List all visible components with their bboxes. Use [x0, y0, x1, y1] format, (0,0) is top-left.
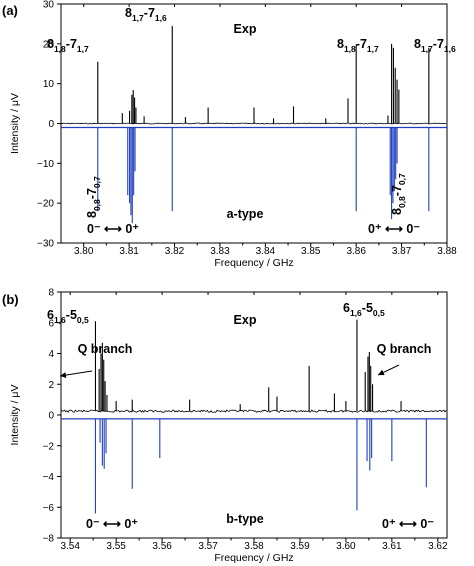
label-subscript: 0,8 [92, 199, 102, 211]
label-subscript: 1,7 [367, 44, 379, 54]
label-main: -5 [66, 308, 77, 322]
transition-label-l6: 80,8-70,7 [390, 173, 407, 215]
transition-label-l2: 61,6-50,5 [343, 301, 385, 318]
label-main: -7 [85, 188, 99, 199]
label-main: -7 [66, 37, 77, 51]
x-tick-label: 3.62 [428, 541, 448, 552]
y-tick-label: −30 [37, 239, 54, 250]
x-tick-label: 3.55 [106, 541, 126, 552]
q-branch-arrow [59, 370, 93, 379]
x-tick-label: 3.84 [256, 246, 276, 257]
label-subscript: 1,7 [77, 44, 89, 54]
y-tick-label: 30 [43, 0, 55, 11]
y-tick-label: 0 [48, 411, 54, 422]
x-tick-label: 3.88 [437, 246, 457, 257]
label-subscript: 1,7 [421, 44, 433, 54]
annotation-trace: a-type [227, 207, 264, 221]
x-tick-label: 3.80 [74, 246, 94, 257]
annotation-exp: Exp [234, 313, 257, 327]
y-axis-label: Intensity / μV [9, 385, 21, 446]
y-tick-label: −10 [37, 159, 54, 170]
label-main: 8 [125, 6, 132, 20]
label-subscript: 1,6 [444, 44, 456, 54]
x-tick-label: 3.61 [382, 541, 402, 552]
x-tick-label: 3.56 [152, 541, 172, 552]
label-subscript: 0,7 [397, 173, 407, 185]
y-tick-label: 8 [48, 288, 54, 299]
label-subscript: 1,6 [350, 308, 362, 318]
label-main: 6 [343, 301, 350, 315]
annotation-trace: b-type [226, 512, 264, 526]
x-tick-label: 3.57 [198, 541, 218, 552]
y-tick-label: 0 [48, 119, 54, 130]
y-tick-label: 2 [48, 380, 54, 391]
label-main: 8 [85, 211, 99, 218]
annotation-s2: 0⁺ ⟷ 0⁻ [368, 222, 420, 236]
y-tick-label: −2 [43, 441, 55, 452]
label-main: -7 [356, 37, 367, 51]
label-main: 8 [47, 37, 54, 51]
exp-noise-baseline [60, 409, 447, 413]
label-main: -5 [362, 301, 373, 315]
label-subscript: 0,5 [77, 315, 89, 325]
exp-noise-baseline [60, 122, 447, 125]
x-tick-label: 3.82 [165, 246, 185, 257]
label-subscript: 1,8 [54, 44, 66, 54]
plot-frame [60, 291, 448, 539]
transition-label-l3: 81,8-71,7 [337, 37, 379, 54]
y-axis-label: Intensity / μV [9, 93, 21, 154]
label-subscript: 1,6 [54, 315, 66, 325]
x-tick-label: 3.83 [210, 246, 230, 257]
label-main: -7 [390, 185, 404, 196]
transition-label-l2: 81,7-71,6 [125, 6, 167, 23]
label-main: -7 [433, 37, 444, 51]
y-tick-label: 4 [48, 349, 54, 360]
transition-label-l5: 80,8-70,7 [85, 176, 102, 218]
annotation-exp: Exp [234, 22, 257, 36]
x-axis-label: Frequency / GHz [214, 257, 293, 269]
label-main: 8 [390, 208, 404, 215]
label-main: 6 [47, 308, 54, 322]
transition-label-l1: 61,6-50,5 [47, 308, 89, 325]
label-main: -7 [144, 6, 155, 20]
label-subscript: 1,7 [132, 13, 144, 23]
y-tick-label: −20 [37, 199, 54, 210]
x-axis-label: Frequency / GHz [214, 552, 293, 564]
x-tick-label: 3.86 [346, 246, 366, 257]
transition-label-l4: 81,7-71,6 [414, 37, 456, 54]
label-subscript: 0,7 [92, 176, 102, 188]
label-subscript: 1,8 [344, 44, 356, 54]
label-subscript: 0,8 [397, 196, 407, 208]
annotation-q1: Q branch [78, 342, 133, 356]
x-tick-label: 3.59 [290, 541, 310, 552]
label-main: 8 [414, 37, 421, 51]
y-tick-label: −4 [43, 472, 55, 483]
annotation-q2: Q branch [377, 342, 432, 356]
y-tick-label: 10 [43, 79, 55, 90]
y-tick-label: 6 [48, 318, 54, 329]
panel-label: (a) [2, 3, 18, 18]
annotation-s1: 0⁻ ⟷ 0⁺ [87, 222, 139, 236]
x-tick-label: 3.87 [392, 246, 412, 257]
annotation-s2: 0⁺ ⟷ 0⁻ [382, 517, 434, 531]
q-branch-arrow [377, 364, 400, 376]
label-subscript: 1,6 [155, 13, 167, 23]
label-main: 8 [337, 37, 344, 51]
x-tick-label: 3.54 [60, 541, 80, 552]
transition-label-l1: 81,8-71,7 [47, 37, 89, 54]
panel-b: 3.54 3.55 3.56 3.57 3.58 3.59 3.60 3.61 3.62 8 6 4 2… [2, 288, 448, 565]
label-subscript: 0,5 [373, 308, 385, 318]
y-tick-label: −6 [43, 503, 55, 514]
x-tick-label: 3.81 [119, 246, 139, 257]
y-tick-label: 20 [43, 39, 55, 50]
y-tick-label: −8 [43, 534, 55, 545]
x-tick-label: 3.58 [244, 541, 264, 552]
x-tick-label: 3.85 [301, 246, 321, 257]
panel-label: (b) [2, 292, 19, 307]
annotation-s1: 0⁻ ⟷ 0⁺ [86, 517, 138, 531]
panel-a: 3.80 3.81 3.82 3.83 3.84 3.85 3.86 3.87 3.88 30 20… [2, 0, 457, 269]
x-tick-label: 3.60 [336, 541, 356, 552]
